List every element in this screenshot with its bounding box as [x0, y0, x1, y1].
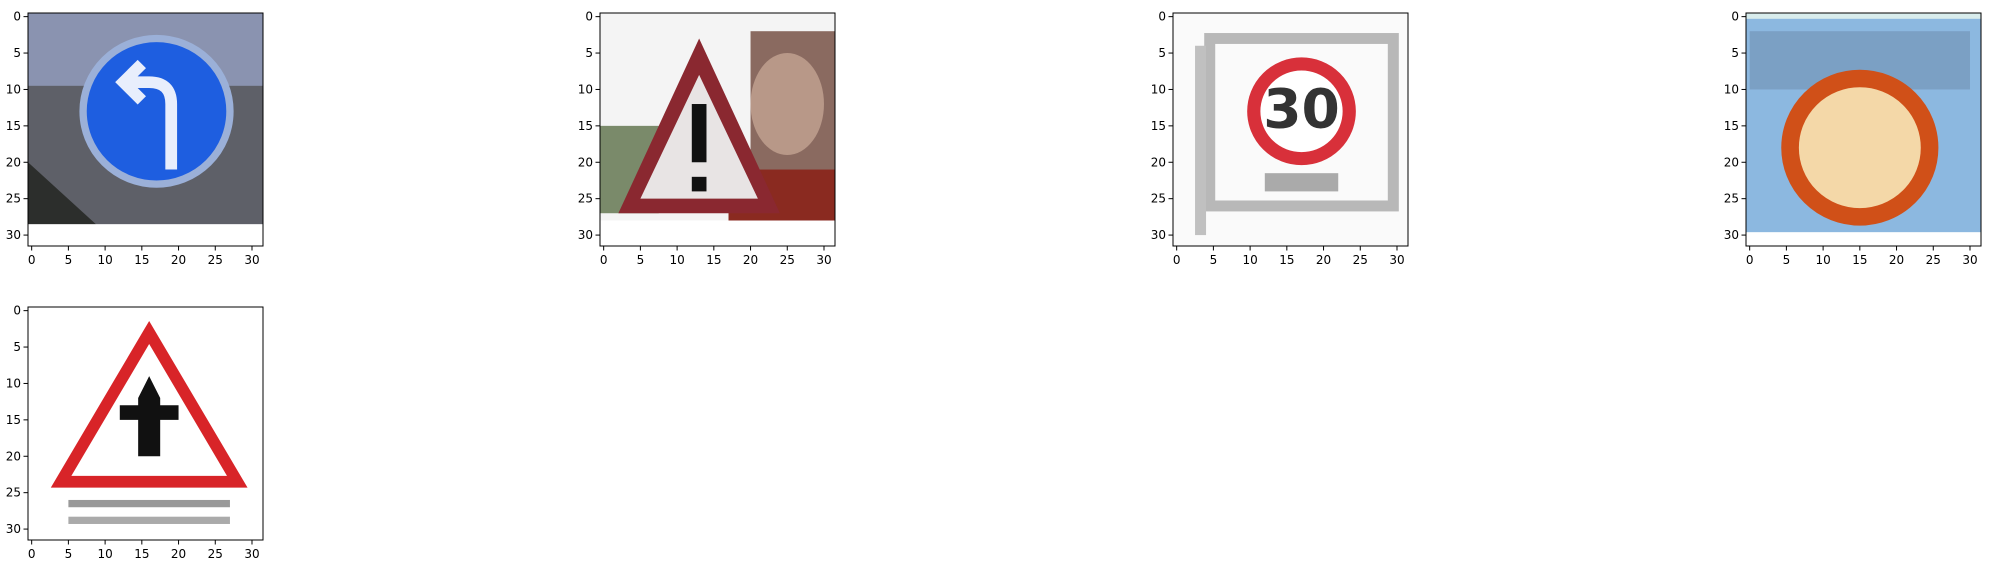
- y-tick-label: 30: [1724, 228, 1739, 242]
- x-tick-label: 20: [743, 253, 758, 267]
- x-tick-label: 5: [1783, 253, 1791, 267]
- x-tick-label: 15: [134, 547, 149, 561]
- x-tick-label: 30: [244, 253, 259, 267]
- image-text: 30: [1263, 77, 1340, 141]
- y-tick-label: 30: [6, 522, 21, 536]
- y-tick-label: 5: [1158, 46, 1166, 60]
- y-tick-label: 10: [6, 82, 21, 96]
- y-tick-label: 15: [578, 119, 593, 133]
- y-tick-label: 0: [1158, 10, 1166, 24]
- y-tick-label: 15: [6, 413, 21, 427]
- y-tick-label: 25: [6, 486, 21, 500]
- y-tick-label: 30: [6, 228, 21, 242]
- x-tick-label: 25: [208, 547, 223, 561]
- x-tick-label: 15: [134, 253, 149, 267]
- y-tick-label: 25: [1724, 192, 1739, 206]
- image: [1746, 13, 1981, 246]
- y-tick-label: 20: [1724, 155, 1739, 169]
- x-tick-label: 5: [65, 547, 73, 561]
- x-tick-label: 5: [637, 253, 645, 267]
- x-tick-label: 20: [171, 547, 186, 561]
- y-tick-label: 20: [6, 155, 21, 169]
- image: [28, 307, 263, 540]
- axes-frame: [1172, 12, 1409, 247]
- y-tick-label: 25: [1151, 192, 1166, 206]
- subplot: 0 5 10 15 20 25 30 0 5 10 15 20 25 30: [6, 10, 264, 267]
- x-tick-label: 20: [1316, 253, 1331, 267]
- y-tick-label: 30: [1151, 228, 1166, 242]
- x-tick-label: 30: [1962, 253, 1977, 267]
- y-tick-label: 15: [6, 119, 21, 133]
- x-tick-label: 5: [1210, 253, 1218, 267]
- x-tick-label: 25: [208, 253, 223, 267]
- x-tick-label: 25: [1353, 253, 1368, 267]
- y-tick-label: 5: [1731, 46, 1739, 60]
- y-tick-label: 0: [1731, 10, 1739, 24]
- x-tick-label: 30: [244, 547, 259, 561]
- x-tick-label: 0: [28, 547, 36, 561]
- x-tick-label: 20: [1889, 253, 1904, 267]
- x-tick-label: 30: [816, 253, 831, 267]
- y-tick-label: 20: [1151, 155, 1166, 169]
- y-tick-label: 20: [6, 449, 21, 463]
- y-tick-label: 20: [578, 155, 593, 169]
- y-tick-label: 10: [6, 376, 21, 390]
- x-tick-label: 0: [1746, 253, 1754, 267]
- x-tick-label: 15: [1852, 253, 1867, 267]
- y-tick-label: 25: [6, 192, 21, 206]
- axes-frame: [27, 12, 264, 247]
- subplot: 30 0 5 10 15 20 25 30 0 5 10 15 20 25 30: [1151, 10, 1409, 267]
- subplot: 0 5 10 15 20 25 30 0 5 10 15 20 25 30: [6, 304, 264, 561]
- y-tick-label: 5: [13, 340, 21, 354]
- y-tick-label: 0: [585, 10, 593, 24]
- y-tick-label: 10: [1151, 82, 1166, 96]
- axes-frame: [599, 12, 836, 247]
- subplot: 0 5 10 15 20 25 30 0 5 10 15 20 25 30: [1724, 10, 1982, 267]
- x-tick-label: 10: [669, 253, 684, 267]
- y-tick-label: 0: [13, 10, 21, 24]
- image: 30: [1173, 13, 1408, 246]
- x-tick-label: 0: [600, 253, 608, 267]
- y-tick-label: 0: [13, 304, 21, 318]
- image: [600, 13, 835, 246]
- x-tick-label: 15: [1279, 253, 1294, 267]
- y-tick-label: 30: [578, 228, 593, 242]
- x-tick-label: 0: [1173, 253, 1181, 267]
- y-tick-label: 10: [578, 82, 593, 96]
- y-tick-label: 5: [585, 46, 593, 60]
- x-tick-label: 0: [28, 253, 36, 267]
- axes-frame: [27, 306, 264, 541]
- y-tick-label: 5: [13, 46, 21, 60]
- x-tick-label: 25: [780, 253, 795, 267]
- subplot: 0 5 10 15 20 25 30 0 5 10 15 20 25 30: [578, 10, 836, 267]
- y-tick-label: 10: [1724, 82, 1739, 96]
- x-tick-label: 5: [65, 253, 73, 267]
- axes-frame: [1745, 12, 1982, 247]
- y-tick-label: 15: [1724, 119, 1739, 133]
- y-tick-label: 15: [1151, 119, 1166, 133]
- y-tick-label: 25: [578, 192, 593, 206]
- x-tick-label: 25: [1926, 253, 1941, 267]
- x-tick-label: 10: [1242, 253, 1257, 267]
- x-tick-label: 10: [1815, 253, 1830, 267]
- x-tick-label: 10: [97, 547, 112, 561]
- x-tick-label: 30: [1389, 253, 1404, 267]
- x-tick-label: 20: [171, 253, 186, 267]
- x-tick-label: 15: [706, 253, 721, 267]
- image: [28, 13, 263, 246]
- x-tick-label: 10: [97, 253, 112, 267]
